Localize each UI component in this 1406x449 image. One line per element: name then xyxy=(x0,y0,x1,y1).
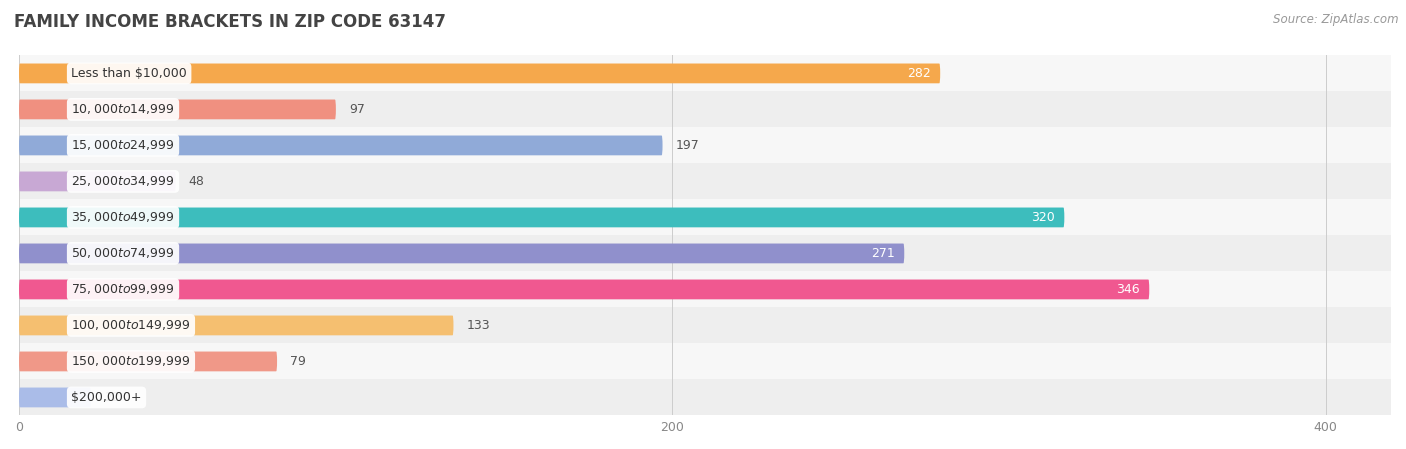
Text: 271: 271 xyxy=(870,247,894,260)
FancyBboxPatch shape xyxy=(20,136,662,155)
Text: $10,000 to $14,999: $10,000 to $14,999 xyxy=(72,102,174,116)
FancyBboxPatch shape xyxy=(20,243,904,263)
Text: 320: 320 xyxy=(1031,211,1054,224)
Bar xyxy=(20,379,1391,415)
FancyBboxPatch shape xyxy=(20,352,277,371)
Text: $100,000 to $149,999: $100,000 to $149,999 xyxy=(72,318,191,332)
Bar xyxy=(20,235,1391,272)
Text: 97: 97 xyxy=(349,103,364,116)
Bar xyxy=(20,128,1391,163)
FancyBboxPatch shape xyxy=(20,280,1149,299)
Text: FAMILY INCOME BRACKETS IN ZIP CODE 63147: FAMILY INCOME BRACKETS IN ZIP CODE 63147 xyxy=(14,13,446,31)
Bar xyxy=(20,163,1391,199)
Text: 346: 346 xyxy=(1116,283,1139,296)
Text: 282: 282 xyxy=(907,67,931,80)
FancyBboxPatch shape xyxy=(20,207,1064,227)
Bar xyxy=(20,308,1391,343)
Text: 79: 79 xyxy=(290,355,307,368)
Text: 48: 48 xyxy=(188,175,205,188)
Bar xyxy=(20,92,1391,128)
FancyBboxPatch shape xyxy=(20,316,454,335)
Text: 133: 133 xyxy=(467,319,491,332)
Text: $150,000 to $199,999: $150,000 to $199,999 xyxy=(72,354,191,369)
Text: $50,000 to $74,999: $50,000 to $74,999 xyxy=(72,247,174,260)
Text: $75,000 to $99,999: $75,000 to $99,999 xyxy=(72,282,174,296)
Text: Source: ZipAtlas.com: Source: ZipAtlas.com xyxy=(1274,13,1399,26)
FancyBboxPatch shape xyxy=(20,387,91,407)
Bar xyxy=(20,272,1391,308)
Text: $35,000 to $49,999: $35,000 to $49,999 xyxy=(72,211,174,224)
FancyBboxPatch shape xyxy=(20,100,336,119)
FancyBboxPatch shape xyxy=(20,63,941,84)
Text: $25,000 to $34,999: $25,000 to $34,999 xyxy=(72,174,174,189)
Bar xyxy=(20,55,1391,92)
Bar xyxy=(20,343,1391,379)
Text: $15,000 to $24,999: $15,000 to $24,999 xyxy=(72,138,174,152)
Text: Less than $10,000: Less than $10,000 xyxy=(72,67,187,80)
Text: $200,000+: $200,000+ xyxy=(72,391,142,404)
Text: 22: 22 xyxy=(104,391,120,404)
Bar xyxy=(20,199,1391,235)
FancyBboxPatch shape xyxy=(20,172,176,191)
Text: 197: 197 xyxy=(676,139,699,152)
